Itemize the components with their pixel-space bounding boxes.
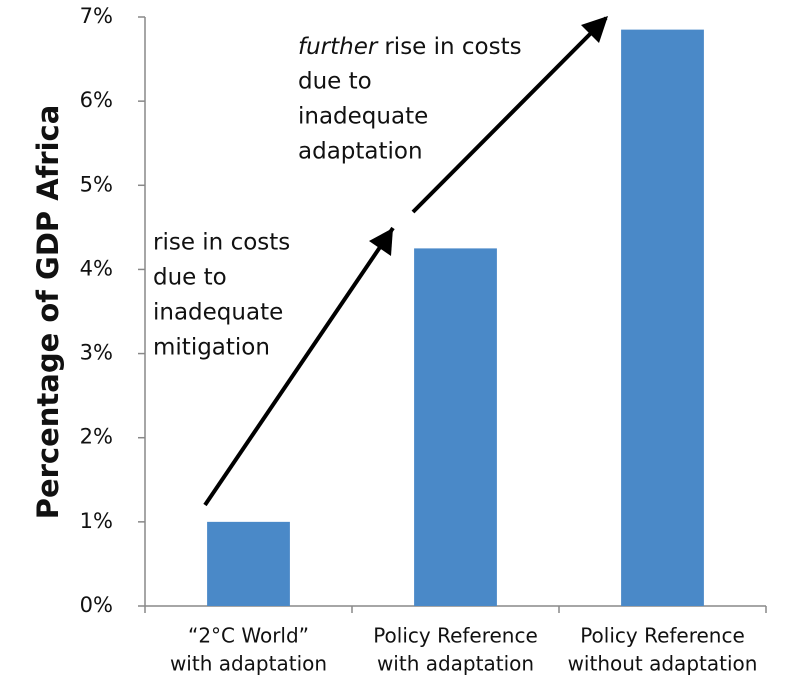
annotation: rise in costs (153, 230, 290, 256)
annotation: due to (153, 265, 227, 291)
annotation: due to (298, 69, 372, 95)
annotation-line: rise in costs (384, 34, 521, 60)
x-tick-label: “2°C World” (188, 624, 309, 648)
y-tick-label: 5% (80, 172, 113, 196)
x-tick-label: Policy Reference (580, 624, 745, 648)
x-tick-label: with adaptation (170, 652, 327, 676)
annotation: mitigation (153, 335, 270, 361)
y-tick-label: 7% (80, 4, 113, 28)
bar (414, 248, 497, 606)
annotation: further rise in costs (298, 34, 522, 60)
y-tick-label: 1% (80, 509, 113, 533)
bar (621, 29, 704, 606)
arrow (203, 226, 395, 507)
y-tick-label: 3% (80, 341, 113, 365)
x-tick-label: without adaptation (568, 652, 758, 676)
y-axis-label: Percentage of GDP Africa (31, 105, 65, 520)
annotation-emphasis: further (298, 34, 379, 60)
bar (207, 521, 290, 606)
y-tick-label: 4% (80, 256, 113, 280)
y-tick-label: 2% (80, 425, 113, 449)
arrowhead (369, 228, 393, 256)
arrow (411, 16, 608, 214)
y-tick-label: 6% (80, 88, 113, 112)
y-tick-label: 0% (80, 593, 113, 617)
x-tick-label: with adaptation (377, 652, 534, 676)
annotation: inadequate (153, 300, 283, 326)
annotation: inadequate (298, 104, 428, 130)
annotation: adaptation (298, 139, 423, 165)
x-tick-label: Policy Reference (373, 624, 538, 648)
arrowhead (581, 16, 608, 43)
